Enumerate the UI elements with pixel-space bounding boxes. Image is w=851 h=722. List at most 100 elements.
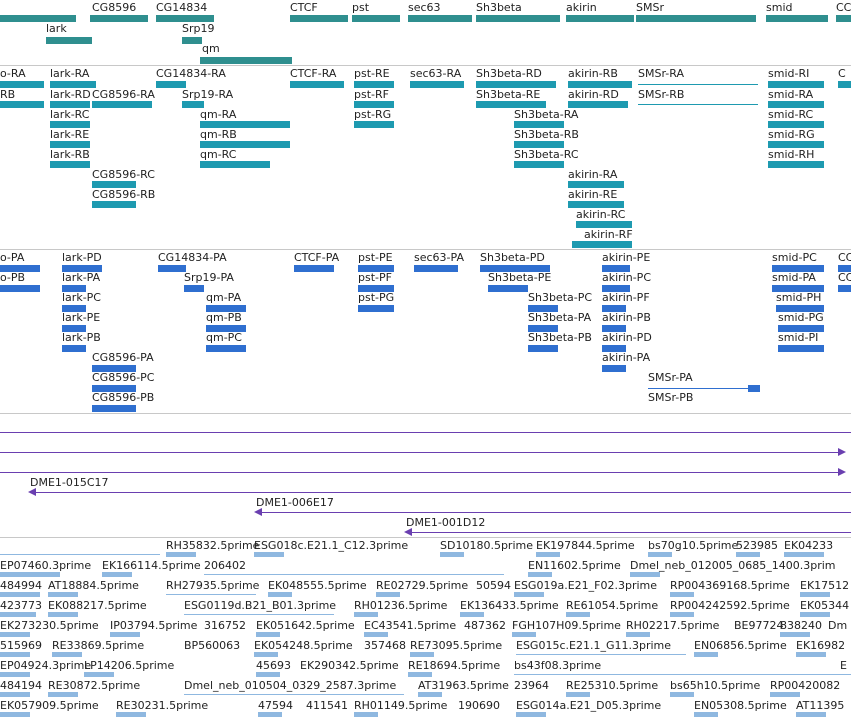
transcript-feature[interactable] bbox=[514, 121, 564, 128]
transcript-feature[interactable] bbox=[768, 121, 824, 128]
gene-label[interactable]: akirin bbox=[566, 1, 597, 14]
gene-bar[interactable] bbox=[0, 15, 76, 22]
est-feature[interactable] bbox=[784, 552, 824, 557]
cds-label[interactable]: lark-PA bbox=[62, 271, 101, 284]
transcript-label[interactable]: CG8596-RC bbox=[92, 168, 155, 181]
transcript-feature[interactable] bbox=[768, 161, 824, 168]
clone-feature[interactable] bbox=[36, 492, 851, 493]
transcript-label[interactable]: lark-RB bbox=[50, 148, 90, 161]
cds-label[interactable]: CG8596-PC bbox=[92, 371, 155, 384]
transcript-label[interactable]: qm-RC bbox=[200, 148, 237, 161]
cds-feature[interactable] bbox=[602, 305, 626, 312]
cds-feature[interactable] bbox=[838, 285, 851, 292]
est-feature[interactable] bbox=[48, 592, 78, 597]
gene-label[interactable]: smid bbox=[766, 1, 793, 14]
transcript-label[interactable]: lark-RD bbox=[50, 88, 91, 101]
est-feature[interactable] bbox=[268, 592, 292, 597]
gene-bar[interactable] bbox=[90, 15, 148, 22]
est-label[interactable]: AT11395 bbox=[796, 699, 845, 712]
est-feature[interactable] bbox=[440, 552, 464, 557]
est-label[interactable]: EK197844.5prime bbox=[536, 539, 635, 552]
cds-label[interactable]: CG14834-PA bbox=[158, 251, 227, 264]
est-feature[interactable] bbox=[670, 592, 694, 597]
est-feature[interactable] bbox=[626, 632, 650, 637]
est-label[interactable]: 487362 bbox=[464, 619, 506, 632]
est-feature[interactable] bbox=[102, 572, 132, 577]
est-label[interactable]: EK136433.5prime bbox=[460, 599, 559, 612]
est-label[interactable]: RE18694.5prime bbox=[408, 659, 501, 672]
transcript-label[interactable]: Sh3beta-RA bbox=[514, 108, 579, 121]
gene-label[interactable]: Srp19 bbox=[182, 22, 215, 35]
est-label[interactable]: ESG019a.E21_F02.3prime bbox=[514, 579, 657, 592]
cds-feature[interactable] bbox=[92, 385, 136, 392]
gene-label[interactable]: CTCF bbox=[290, 1, 318, 14]
cds-label[interactable]: SMSr-PB bbox=[648, 391, 694, 404]
cds-feature[interactable] bbox=[602, 265, 630, 272]
est-feature[interactable] bbox=[648, 552, 672, 557]
est-feature[interactable] bbox=[460, 612, 484, 617]
gene-label[interactable]: SMSr bbox=[636, 1, 664, 14]
est-feature[interactable] bbox=[364, 632, 388, 637]
gene-bar[interactable] bbox=[408, 15, 472, 22]
cds-label[interactable]: akirin-PF bbox=[602, 291, 650, 304]
est-feature[interactable] bbox=[354, 612, 378, 617]
transcript-label[interactable]: akirin-RD bbox=[568, 88, 619, 101]
est-label[interactable]: RE02729.5prime bbox=[376, 579, 469, 592]
transcript-feature[interactable] bbox=[576, 221, 632, 228]
est-feature[interactable] bbox=[254, 552, 284, 557]
transcript-feature[interactable] bbox=[768, 141, 824, 148]
cds-label[interactable]: o-PA bbox=[0, 251, 25, 264]
cds-label[interactable]: qm-PC bbox=[206, 331, 242, 344]
est-feature[interactable] bbox=[116, 712, 146, 717]
est-feature[interactable] bbox=[166, 594, 256, 595]
transcript-feature[interactable] bbox=[568, 181, 624, 188]
transcript-label[interactable]: smid-RH bbox=[768, 148, 815, 161]
est-feature[interactable] bbox=[536, 552, 560, 557]
transcript-label[interactable]: akirin-RB bbox=[568, 67, 618, 80]
transcript-label[interactable]: lark-RC bbox=[50, 108, 90, 121]
est-label[interactable]: EK290342.5prime bbox=[300, 659, 399, 672]
transcript-feature[interactable] bbox=[50, 81, 96, 88]
cds-label[interactable]: Sh3beta-PE bbox=[488, 271, 552, 284]
cds-label[interactable]: akirin-PC bbox=[602, 271, 652, 284]
cds-feature[interactable] bbox=[602, 365, 626, 372]
cds-label[interactable]: smid-PG bbox=[778, 311, 824, 324]
est-label[interactable]: ESG014a.E21_D05.3prime bbox=[516, 699, 662, 712]
est-label[interactable]: AT31963.5prime bbox=[418, 679, 509, 692]
est-feature[interactable] bbox=[630, 572, 660, 577]
transcript-feature[interactable] bbox=[200, 161, 270, 168]
cds-feature[interactable] bbox=[528, 345, 558, 352]
transcript-feature[interactable] bbox=[50, 141, 90, 148]
est-label[interactable]: 357468 bbox=[364, 639, 406, 652]
clone-label[interactable]: DME1-006E17 bbox=[256, 496, 334, 509]
est-label[interactable]: RE25310.5prime bbox=[566, 679, 659, 692]
est-label[interactable]: RE73095.5prime bbox=[410, 639, 503, 652]
transcript-label[interactable]: Sh3beta-RB bbox=[514, 128, 579, 141]
transcript-feature[interactable] bbox=[638, 84, 758, 85]
cds-label[interactable]: akirin-PE bbox=[602, 251, 651, 264]
gene-bar[interactable] bbox=[766, 15, 828, 22]
cds-feature[interactable] bbox=[184, 285, 204, 292]
est-label[interactable]: LP14206.5prime bbox=[84, 659, 175, 672]
clone-label[interactable]: DME1-001D12 bbox=[406, 516, 486, 529]
transcript-feature[interactable] bbox=[50, 121, 90, 128]
cds-label[interactable]: CC bbox=[838, 271, 851, 284]
est-feature[interactable] bbox=[256, 672, 280, 677]
est-label[interactable]: SD10180.5prime bbox=[440, 539, 533, 552]
cds-label[interactable]: o-PB bbox=[0, 271, 26, 284]
cds-feature[interactable] bbox=[62, 265, 102, 272]
cds-label[interactable]: akirin-PA bbox=[602, 351, 651, 364]
est-label[interactable]: EN05308.5prime bbox=[694, 699, 787, 712]
transcript-label[interactable]: lark-RA bbox=[50, 67, 90, 80]
cds-feature[interactable] bbox=[62, 345, 86, 352]
cds-feature[interactable] bbox=[528, 305, 558, 312]
transcript-label[interactable]: smid-RI bbox=[768, 67, 810, 80]
gene-label[interactable]: CG8596 bbox=[92, 1, 137, 14]
gene-bar[interactable] bbox=[636, 15, 756, 22]
est-label[interactable]: ESG018c.E21.1_C12.3prime bbox=[254, 539, 409, 552]
est-label[interactable]: BP560063 bbox=[184, 639, 241, 652]
cds-label[interactable]: smid-PH bbox=[776, 291, 822, 304]
est-label[interactable]: 484994 bbox=[0, 579, 42, 592]
transcript-feature[interactable] bbox=[514, 141, 564, 148]
transcript-feature[interactable] bbox=[354, 81, 394, 88]
